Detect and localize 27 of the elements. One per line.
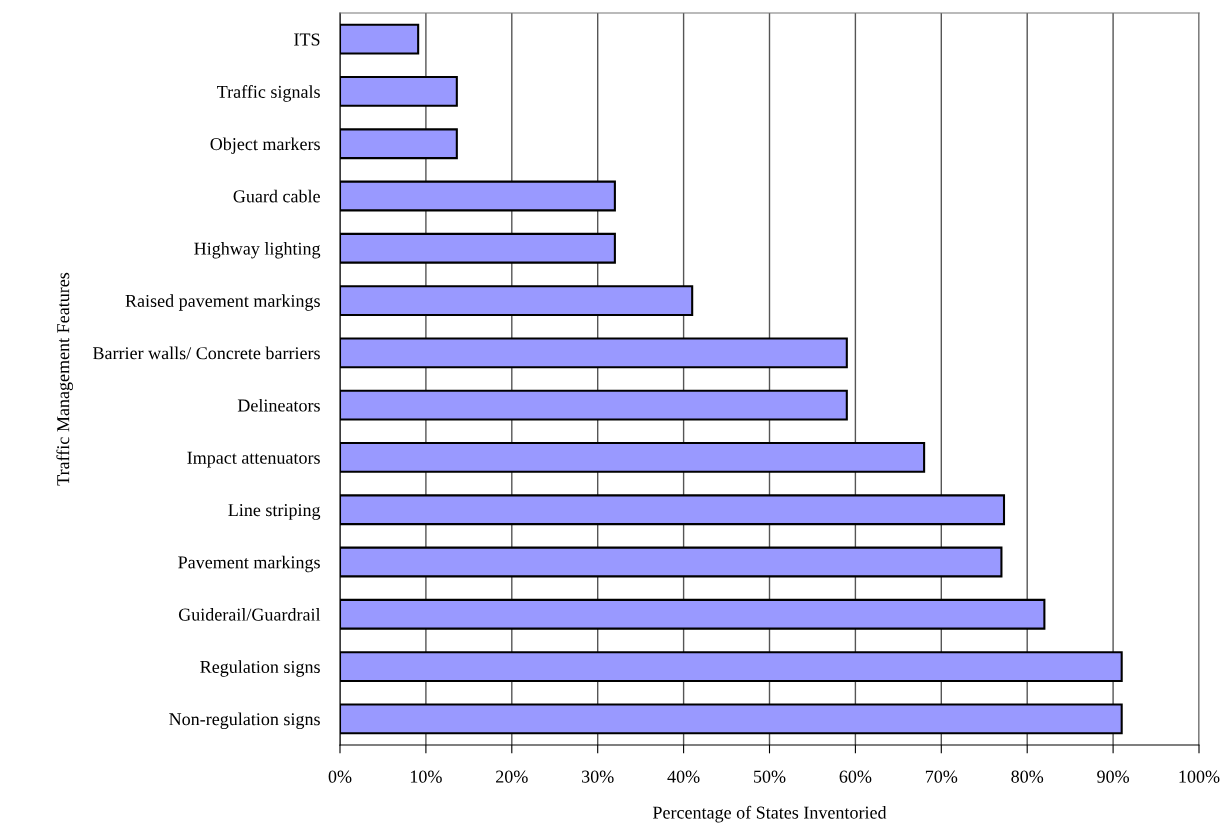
x-tick-label: 10% xyxy=(410,770,442,783)
y-axis-title: Traffic Management Features xyxy=(56,272,73,486)
y-tick-label: Impact attenuators xyxy=(187,451,320,468)
x-axis-title: Percentage of States Inventoried xyxy=(652,805,887,823)
y-tick-label: Raised pavement markings xyxy=(125,294,320,311)
x-tick-label: 90% xyxy=(1097,770,1130,783)
x-tick-label: 70% xyxy=(925,770,958,783)
x-tick-label: 0% xyxy=(328,770,352,783)
y-tick-label: Line striping xyxy=(228,504,321,520)
y-tick-label: Highway lighting xyxy=(194,242,321,259)
y-tick-label: ITS xyxy=(294,33,320,46)
x-tick-label: 60% xyxy=(839,770,872,783)
y-tick-label: Non-regulation signs xyxy=(169,712,320,730)
x-tick-label: 100% xyxy=(1179,770,1220,783)
y-tick-label: Guiderail/Guardrail xyxy=(178,608,321,621)
x-tick-label: 40% xyxy=(667,770,700,783)
y-tick-label: Delineators xyxy=(237,398,320,412)
x-tick-label: 80% xyxy=(1011,770,1044,783)
x-tick-label: 50% xyxy=(754,770,786,783)
x-tick-label: 20% xyxy=(496,770,528,783)
y-tick-label: Barrier walls/ Concrete barriers xyxy=(92,346,320,360)
y-tick-label: Traffic signals xyxy=(217,85,320,102)
y-tick-label: Regulation signs xyxy=(200,660,320,677)
y-tick-label: Pavement markings xyxy=(178,555,320,573)
x-tick-label: 30% xyxy=(582,770,614,783)
y-tick-label: Object markers xyxy=(210,137,320,154)
y-tick-label: Guard cable xyxy=(233,189,320,203)
